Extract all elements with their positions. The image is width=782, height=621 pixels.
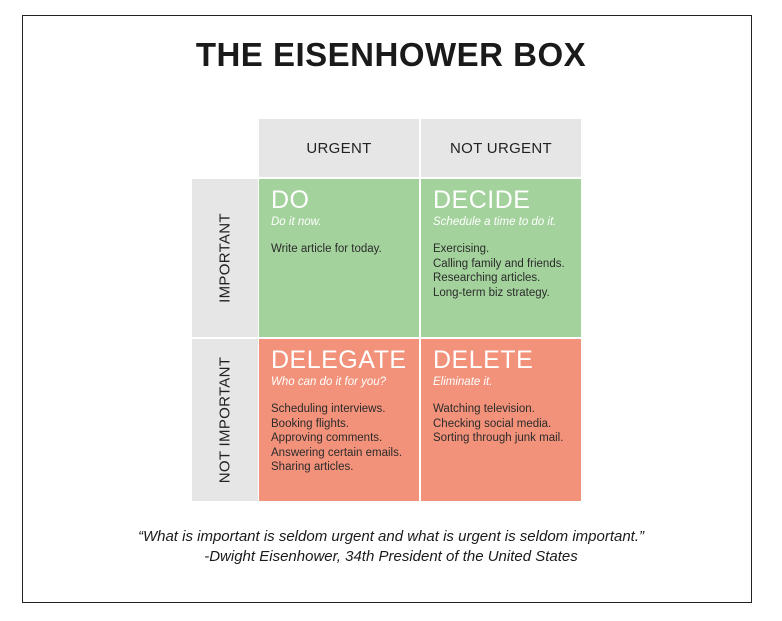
quadrant-do-subtitle: Do it now. — [271, 216, 322, 228]
quadrant-decide-title: DECIDE — [433, 186, 531, 214]
quadrant-do: DO Do it now. Write article for today. — [259, 179, 419, 337]
row-header-important-label: IMPORTANT — [216, 213, 234, 303]
quadrant-decide-list: Exercising. Calling family and friends. … — [433, 242, 571, 300]
list-item: Answering certain emails. — [271, 446, 403, 459]
quadrant-delete-subtitle: Eliminate it. — [433, 376, 493, 388]
list-item: Sharing articles. — [271, 461, 354, 473]
list-item: Watching television. — [433, 403, 535, 415]
quadrant-decide: DECIDE Schedule a time to do it. Exercis… — [421, 179, 581, 337]
quadrant-decide-subtitle: Schedule a time to do it. — [433, 216, 557, 228]
row-header-important: IMPORTANT — [192, 179, 258, 337]
quadrant-delete: DELETE Eliminate it. Watching television… — [421, 339, 581, 501]
quadrant-delegate-subtitle: Who can do it for you? — [271, 376, 387, 388]
list-item: Sorting through junk mail. — [433, 432, 564, 444]
list-item: Booking flights. — [271, 417, 349, 430]
quadrant-do-list: Write article for today. — [271, 242, 409, 257]
quadrant-delete-list: Watching television. Checking social med… — [433, 402, 571, 446]
quote-attribution: -Dwight Eisenhower, 34th President of th… — [204, 548, 578, 565]
list-item: Scheduling interviews. — [271, 403, 386, 415]
quadrant-delegate: DELEGATE Who can do it for you? Scheduli… — [259, 339, 419, 501]
page-title: THE EISENHOWER BOX — [195, 36, 587, 73]
quote-text: “What is important is seldom urgent and … — [137, 528, 645, 545]
list-item: Exercising. — [433, 243, 490, 255]
quadrant-delegate-list: Scheduling interviews. Booking flights. … — [271, 402, 409, 475]
quadrant-do-title: DO — [271, 186, 310, 214]
list-item: Write article for today. — [271, 243, 382, 255]
column-header-urgent: URGENT — [259, 119, 419, 177]
row-header-not-important: NOT IMPORTANT — [192, 339, 258, 501]
row-header-not-important-label: NOT IMPORTANT — [216, 356, 234, 484]
list-item: Calling family and friends. — [433, 257, 565, 270]
quadrant-delegate-title: DELEGATE — [271, 346, 407, 374]
list-item: Checking social media. — [433, 417, 552, 430]
list-item: Long-term biz strategy. — [433, 286, 550, 299]
list-item: Researching articles. — [433, 272, 541, 284]
quadrant-delete-title: DELETE — [433, 346, 534, 374]
list-item: Approving comments. — [271, 432, 383, 444]
column-header-not-urgent: NOT URGENT — [421, 119, 581, 177]
